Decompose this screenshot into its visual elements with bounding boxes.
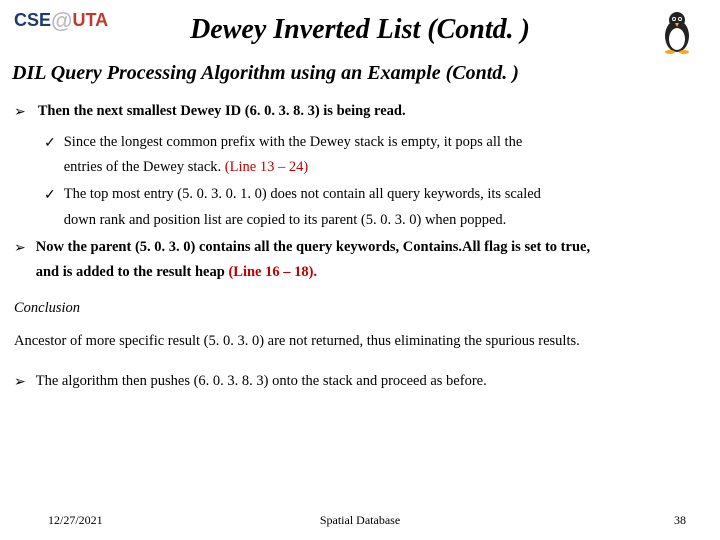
line-ref-2: (Line 16 – 18). xyxy=(228,264,317,280)
logo-left: CSE@UTA xyxy=(14,8,108,34)
arrow-icon: ➢ xyxy=(14,99,26,126)
footer-center: Spatial Database xyxy=(320,513,400,528)
bullet-3-text: The algorithm then pushes (6. 0. 3. 8. 3… xyxy=(36,369,487,396)
line-ref-1: (Line 13 – 24) xyxy=(225,159,308,175)
footer: 12/27/2021 Spatial Database 38 xyxy=(0,513,720,528)
sub-bullet-1: ✓ Since the longest common prefix with t… xyxy=(44,130,706,181)
sub-bullet-1-text: Since the longest common prefix with the… xyxy=(64,130,523,181)
logo-cse: CSE xyxy=(14,10,51,30)
conclusion-text: Ancestor of more specific result (5. 0. … xyxy=(14,329,706,354)
penguin-icon xyxy=(652,6,702,56)
content-area: ➢ Then the next smallest Dewey ID (6. 0.… xyxy=(0,99,720,395)
logo-at: @ xyxy=(51,8,72,33)
bullet-1: ➢ Then the next smallest Dewey ID (6. 0.… xyxy=(14,99,706,126)
conclusion-heading: Conclusion xyxy=(14,296,706,321)
sub-bullet-2: ✓ The top most entry (5. 0. 3. 0. 1. 0) … xyxy=(44,182,706,233)
bullet-2-text: Now the parent (5. 0. 3. 0) contains all… xyxy=(36,235,590,286)
bullet-3: ➢ The algorithm then pushes (6. 0. 3. 8.… xyxy=(14,369,706,396)
footer-date: 12/27/2021 xyxy=(48,513,103,528)
bullet-1-text: Then the next smallest Dewey ID (6. 0. 3… xyxy=(38,99,406,126)
bullet-2: ➢ Now the parent (5. 0. 3. 0) contains a… xyxy=(14,235,706,286)
check-icon: ✓ xyxy=(44,182,56,233)
logo-uta: UTA xyxy=(72,10,108,30)
check-icon: ✓ xyxy=(44,130,56,181)
slide-subtitle: DIL Query Processing Algorithm using an … xyxy=(12,62,720,85)
sub-bullet-2-text: The top most entry (5. 0. 3. 0. 1. 0) do… xyxy=(64,182,541,233)
arrow-icon: ➢ xyxy=(14,235,26,286)
arrow-icon: ➢ xyxy=(14,369,26,396)
footer-page: 38 xyxy=(674,513,686,528)
